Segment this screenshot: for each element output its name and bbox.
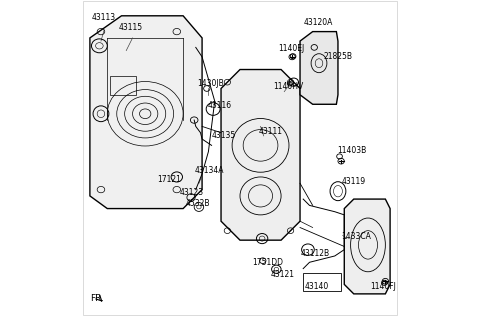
PathPatch shape (221, 70, 300, 240)
Text: 43116: 43116 (207, 101, 231, 110)
Bar (303, 273, 341, 291)
Text: 1430JB: 1430JB (197, 79, 224, 88)
PathPatch shape (90, 16, 202, 209)
Text: 1140HV: 1140HV (273, 82, 303, 91)
Text: 43121: 43121 (271, 270, 295, 279)
Text: 43111: 43111 (258, 127, 282, 136)
Text: 4532B: 4532B (186, 199, 210, 208)
Text: 43113: 43113 (92, 13, 116, 22)
Text: 1140EJ: 1140EJ (278, 44, 304, 52)
Text: 43119: 43119 (342, 177, 366, 185)
Text: 43115: 43115 (119, 23, 143, 32)
Text: 43112B: 43112B (300, 249, 330, 258)
Text: 1751DD: 1751DD (252, 258, 283, 267)
Text: 43134A: 43134A (194, 166, 224, 174)
Text: 21825B: 21825B (323, 52, 352, 61)
Text: 43123: 43123 (180, 188, 204, 197)
Bar (110, 76, 136, 95)
Text: 17121: 17121 (157, 175, 181, 184)
Text: FR.: FR. (90, 294, 104, 303)
Text: 11403B: 11403B (337, 146, 367, 155)
Text: 1433CA: 1433CA (341, 232, 371, 240)
Text: 43135: 43135 (212, 131, 236, 140)
Text: 43120A: 43120A (303, 18, 333, 27)
PathPatch shape (300, 32, 338, 104)
Text: 1140FJ: 1140FJ (371, 283, 396, 291)
PathPatch shape (344, 199, 390, 294)
Text: 43140: 43140 (305, 283, 329, 291)
